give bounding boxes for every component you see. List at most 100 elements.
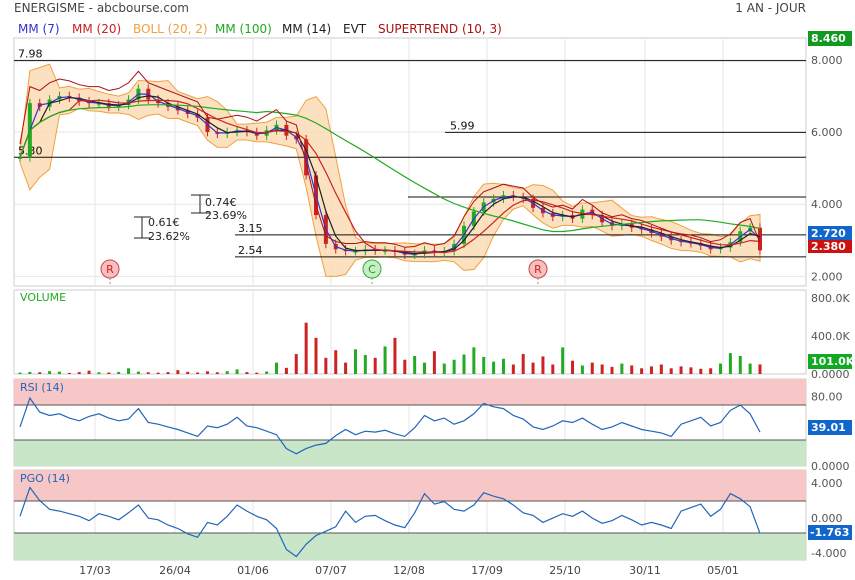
signal-marker-2-label: C [368, 263, 376, 276]
period-label[interactable]: 1 AN - JOUR [735, 1, 806, 15]
date-tick: 17/03 [79, 564, 111, 577]
volume-bar [107, 372, 111, 374]
pgo-oversold-zone [14, 533, 806, 560]
annotation-2-value: 0.61€ [148, 216, 180, 229]
annotation-1-percent: 23.69% [205, 209, 247, 222]
date-tick: 26/04 [159, 564, 191, 577]
volume-bar [28, 371, 32, 374]
volume-bar [18, 372, 22, 374]
pgo-line [19, 486, 761, 558]
min-price-badge: 2.380 [808, 240, 852, 253]
volume-bar [176, 370, 180, 374]
volume-bar [649, 366, 653, 374]
moving-averages [19, 70, 761, 256]
volume-bar [551, 364, 555, 374]
supertrend-line [19, 70, 761, 248]
volume-panel [13, 289, 807, 375]
price-axis: 8.000 6.000 4.000 2.000 [811, 54, 843, 284]
annotation-1: 0.74€ 23.69% [191, 194, 247, 222]
signal-marker-3-label: R [534, 263, 542, 276]
date-tick: 30/11 [629, 564, 661, 577]
signal-marker-3[interactable]: R [528, 259, 548, 286]
bollinger-area [19, 63, 761, 277]
volume-bar [659, 364, 663, 374]
pgo-axis: 4.000 0.000 -4.000 [811, 477, 846, 560]
last-price-value: 2.720 [811, 227, 846, 240]
price-level-label: 2.54 [238, 244, 263, 257]
annotation-2: 0.61€ 23.62% [134, 216, 190, 243]
legend-item[interactable]: SUPERTREND (10, 3) [378, 22, 502, 36]
last-pgo-value: -1.763 [810, 526, 849, 539]
rsi-tick: 80.00 [811, 390, 843, 403]
volume-bar [610, 366, 614, 374]
price-level-label: 5.99 [450, 119, 475, 132]
volume-bar [738, 355, 742, 374]
legend-item[interactable]: MM (14) [282, 22, 331, 36]
volume-bar [304, 322, 308, 374]
max-price-value: 8.460 [811, 32, 846, 45]
legend-item[interactable]: MM (100) [215, 22, 272, 36]
legend-item[interactable]: BOLL (20, 2) [133, 22, 208, 36]
volume-bar [383, 346, 387, 374]
volume-bar [205, 371, 209, 374]
volume-bar [215, 372, 219, 374]
volume-bar [324, 357, 328, 374]
last-rsi-value: 39.01 [811, 421, 846, 434]
price-tick: 4.000 [811, 198, 843, 211]
volume-bar [127, 368, 131, 374]
volume-bar [265, 371, 269, 374]
signal-marker-2[interactable]: C [362, 259, 382, 286]
candle-body [96, 103, 101, 105]
volume-bar [294, 354, 298, 374]
legend-item[interactable]: EVT [343, 22, 367, 36]
volume-bar [245, 372, 249, 374]
volume-bar [719, 363, 723, 374]
date-tick: 05/01 [707, 564, 739, 577]
volume-bar [166, 372, 170, 374]
candle-body [18, 157, 22, 159]
legend-item[interactable]: MM (7) [18, 22, 60, 36]
rsi-axis: 80.00 0.0000 [811, 390, 850, 473]
last-pgo-badge: -1.763 [808, 525, 852, 540]
volume-bar [255, 372, 259, 374]
volume-bar [699, 368, 703, 374]
volume-bar [501, 358, 505, 374]
last-price-badge: 2.720 [808, 226, 852, 240]
date-tick: 17/09 [471, 564, 503, 577]
volume-bar [709, 368, 713, 374]
volume-bar [77, 372, 81, 374]
rsi-oversold-zone [14, 440, 806, 466]
volume-bar [186, 371, 190, 374]
legend-item[interactable]: MM (20) [72, 22, 121, 36]
max-price-badge: 8.460 [808, 31, 852, 46]
volume-bar [373, 357, 377, 374]
candle-body [383, 250, 388, 252]
vertical-gridlines [14, 38, 806, 560]
pgo-label: PGO (14) [20, 472, 70, 485]
volume-bar [521, 354, 525, 374]
volume-bar [363, 355, 367, 374]
price-tick: 2.000 [811, 270, 843, 283]
rsi-path [19, 396, 761, 455]
pgo-path [19, 486, 761, 558]
volume-bar [492, 361, 496, 374]
price-tick: 6.000 [811, 126, 843, 139]
date-tick: 25/10 [549, 564, 581, 577]
volume-bar [196, 372, 200, 374]
price-level-label: 3.15 [238, 222, 263, 235]
date-tick: 01/06 [237, 564, 269, 577]
price-level-label: 7.98 [18, 48, 43, 61]
volume-bar [314, 337, 318, 374]
volume-bar [758, 364, 762, 374]
volume-bar [571, 360, 575, 374]
volume-bar [275, 362, 279, 374]
volume-bar [146, 372, 150, 374]
chart-title: ENERGISME - abcbourse.com [14, 1, 189, 15]
volume-bar [689, 367, 693, 374]
signal-marker-1[interactable]: R [100, 259, 120, 286]
volume-bar [679, 366, 683, 374]
volume-bar [156, 372, 160, 374]
volume-axis: 800.0K 400.0K 0.0000 [811, 292, 850, 381]
volume-bar [393, 337, 397, 374]
indicator-legend: MM (7) MM (20) BOLL (20, 2) MM (100) MM (14)… [18, 22, 502, 36]
